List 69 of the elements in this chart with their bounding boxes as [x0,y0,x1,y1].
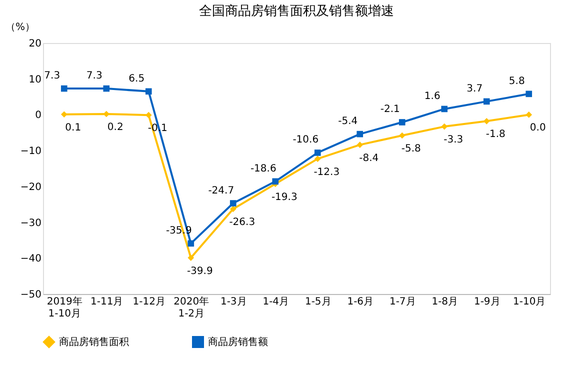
data-label: -3.3 [444,134,464,146]
data-label: 7.3 [86,70,102,82]
data-label: -24.7 [208,185,234,196]
point [526,90,532,98]
y-tick-label: −20 [20,182,42,193]
point [314,156,321,162]
x-tick-label: 1-7月 [389,296,416,308]
point [398,119,406,126]
data-label: 5.8 [508,76,525,87]
point [441,123,448,130]
point [272,178,279,185]
point [230,200,236,206]
x-tick-label: 1-10月 [513,296,546,308]
x-tick-label: 1-4月 [262,296,290,308]
x-tick-label: 1-9月 [474,296,500,308]
point [356,142,364,148]
point [145,112,152,118]
data-label: -5.4 [338,116,358,128]
point [188,240,194,247]
data-label: 0.0 [530,122,546,134]
data-label: 0.1 [65,122,82,134]
point [314,150,321,156]
point [230,206,236,212]
chart-title: 全国商品房销售面积及销售额增速 [199,3,394,19]
point [526,112,532,118]
data-label: -1.8 [486,129,506,140]
x-tick-label: 2020年 1-2月 [174,296,210,320]
x-tick-label: 1-8月 [432,296,458,308]
data-label: 1.6 [424,90,440,102]
point [441,106,448,112]
data-label: -19.3 [271,192,298,203]
point [188,254,194,261]
point [103,110,110,118]
x-tick-label: 1-5月 [304,296,332,308]
y-tick-label: 20 [28,38,42,50]
data-label: 0.2 [107,122,124,133]
x-tick-label: 1-3月 [220,296,247,308]
legend-label: 商品房销售面积 [59,336,129,348]
data-label: -2.1 [380,104,400,116]
point [145,88,152,95]
y-tick-label: 0 [35,110,42,122]
point [483,98,490,105]
data-label: -39.9 [186,266,213,277]
x-tick-label: 1-11月 [90,296,124,308]
data-label: 6.5 [128,73,145,84]
data-label: -5.8 [401,144,421,155]
data-label: -18.6 [250,163,276,174]
point [356,130,364,138]
data-label: -8.4 [359,152,379,164]
x-tick-label: 1-12月 [132,296,166,308]
point [60,111,68,118]
legend-label: 商品房销售额 [208,336,268,348]
data-label: -10.6 [292,134,319,146]
y-tick-label: −10 [20,146,42,158]
data-label: 7.3 [44,70,60,82]
point [103,85,110,92]
data-label: -26.3 [229,217,256,228]
y-tick-label: 10 [28,74,42,86]
point [60,85,68,92]
y-tick-label: −30 [20,218,42,229]
x-tick-label: 1-6月 [347,296,374,308]
point [483,118,490,124]
point [398,132,406,139]
y-tick-label: −50 [20,290,42,300]
data-label: -12.3 [314,166,340,178]
y-tick-label: −40 [20,254,42,265]
y-axis-title: （%） [5,22,35,33]
data-label: 3.7 [466,83,483,94]
x-tick-label: 2019年 1-10月 [46,296,82,320]
